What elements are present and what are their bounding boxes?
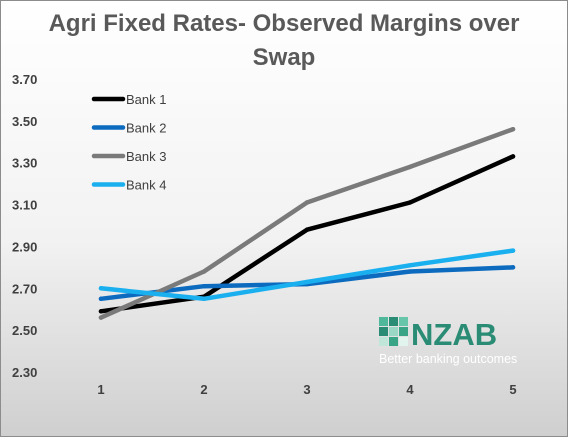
data-point xyxy=(407,263,413,268)
legend-label: Bank 3 xyxy=(126,149,166,164)
data-point xyxy=(98,309,104,314)
data-point xyxy=(201,296,207,301)
y-tick-label: 2.50 xyxy=(12,323,37,338)
nzab-logo-icon xyxy=(379,317,408,346)
logo-brand-text: NZAB xyxy=(411,317,497,352)
data-point xyxy=(407,269,413,274)
y-tick-label: 3.70 xyxy=(12,72,37,87)
y-tick-label: 2.90 xyxy=(12,239,37,254)
data-point xyxy=(407,200,413,205)
data-point xyxy=(201,283,207,289)
x-axis-labels: 1 2 3 4 5 xyxy=(97,382,516,397)
logo-tagline-text: Better banking outcomes xyxy=(379,352,517,366)
x-tick-label: 3 xyxy=(303,382,310,397)
data-point xyxy=(201,269,207,274)
data-point xyxy=(98,315,104,320)
x-tick-label: 1 xyxy=(97,382,104,397)
x-tick-label: 5 xyxy=(509,382,516,397)
y-tick-label: 2.30 xyxy=(12,365,37,380)
data-point xyxy=(304,279,310,285)
series-lines xyxy=(98,126,516,320)
x-tick-label: 4 xyxy=(406,382,414,397)
legend-label: Bank 1 xyxy=(126,92,166,107)
y-tick-label: 3.50 xyxy=(12,114,37,129)
legend-label: Bank 2 xyxy=(126,121,166,136)
data-point xyxy=(407,164,413,170)
data-point xyxy=(304,200,310,205)
x-tick-label: 2 xyxy=(200,382,207,397)
data-point xyxy=(98,286,104,291)
legend-label: Bank 4 xyxy=(126,178,166,193)
nzab-logo: NZAB Better banking outcomes xyxy=(379,317,517,366)
data-point xyxy=(510,154,516,159)
data-point xyxy=(510,127,516,132)
chart-title: Agri Fixed Rates- Observed Margins over … xyxy=(48,10,520,71)
data-point xyxy=(510,265,516,270)
y-tick-label: 3.30 xyxy=(12,156,37,171)
y-tick-label: 2.70 xyxy=(12,281,37,296)
data-point xyxy=(510,248,516,253)
data-point xyxy=(98,296,104,301)
y-tick-label: 3.10 xyxy=(12,198,37,213)
y-axis-labels: 2.30 2.50 2.70 2.90 3.10 3.30 3.50 3.70 xyxy=(12,72,37,380)
legend: Bank 1 Bank 2 Bank 3 Bank 4 xyxy=(91,92,166,193)
data-point xyxy=(304,227,310,232)
